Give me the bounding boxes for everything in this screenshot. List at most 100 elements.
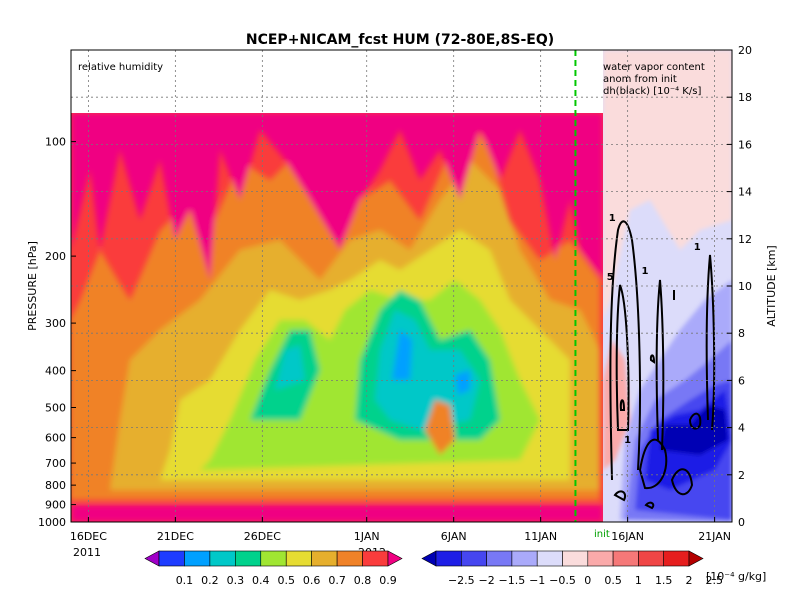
- contour-line: [705, 254, 716, 431]
- contour-line: [609, 220, 641, 481]
- time-tick-label: 21JAN: [698, 530, 731, 543]
- chart-title: NCEP+NICAM_fcst HUM (72-80E,8S-EQ): [246, 32, 554, 48]
- anomaly-colorbar-swatch: [562, 550, 589, 567]
- rh-colorbar-label: 0.5: [277, 574, 295, 587]
- pressure-tick-label: 600: [45, 432, 66, 445]
- anomaly-colorbar-label: 1: [635, 574, 642, 587]
- pressure-axis-label: PRESSURE [hPa]: [26, 241, 39, 331]
- rh-colorbar-swatch: [362, 550, 389, 567]
- anomaly-colorbar-label: −2: [478, 574, 494, 587]
- altitude-axis: 0 2 4 6 8 10 12 14 16 18 20: [727, 44, 752, 529]
- rh-colorbar-label: 0.8: [354, 574, 372, 587]
- anomaly-positive-upper: [603, 50, 732, 320]
- rh-region-09-upper: [71, 113, 603, 280]
- altitude-tick-label: 20: [738, 44, 752, 57]
- rh-colorbar-swatch: [184, 550, 211, 567]
- anomaly-colorbar-label: 1.5: [655, 574, 673, 587]
- altitude-tick-label: 8: [738, 327, 745, 340]
- pressure-tick-label: 100: [45, 136, 66, 149]
- contour-line: [644, 501, 655, 510]
- anomaly-colorbar-swatch: [511, 550, 538, 567]
- anomaly-colorbar-swatch: [587, 550, 614, 567]
- pressure-tick-label: 900: [45, 499, 66, 512]
- contour-line: [688, 412, 702, 430]
- relative-humidity-panel: [71, 113, 603, 522]
- rh-colorbar-swatch: [285, 550, 312, 567]
- altitude-tick-label: 10: [738, 280, 752, 293]
- rh-colorbar-label: 0.9: [379, 574, 397, 587]
- anomaly-negative-5: [660, 405, 728, 455]
- anomaly-colorbar-cap-low: [421, 550, 437, 567]
- pressure-axis: 100 200 300 400 500 600 700 800 900 1000: [38, 136, 76, 529]
- contour-line: [619, 399, 626, 411]
- altitude-tick-label: 0: [738, 516, 745, 529]
- time-tick-label: 21DEC: [157, 530, 194, 543]
- contour-line: [615, 284, 630, 431]
- anomaly-colorbar-label: −0.5: [549, 574, 576, 587]
- anomaly-colorbar-swatch: [460, 550, 487, 567]
- rh-colorbar: 0.1 0.2 0.3 0.4 0.5 0.6 0.7 0.8 0.9: [144, 550, 403, 587]
- altitude-axis-label: ALTITUDE [km]: [765, 245, 778, 326]
- time-axis: 16DEC 21DEC 26DEC 1JAN 6JAN 11JAN 16JAN 21JAN: [70, 517, 731, 543]
- year-label-2011: 2011: [73, 546, 101, 559]
- rh-colorbar-label: 0.4: [252, 574, 270, 587]
- contour-line: [649, 354, 656, 364]
- altitude-tick-label: 16: [738, 138, 752, 151]
- anomaly-colorbar-swatch: [486, 550, 513, 567]
- time-tick-label: 16DEC: [70, 530, 107, 543]
- time-tick-label: 26DEC: [244, 530, 281, 543]
- contour-line: [613, 490, 626, 502]
- rh-region-03: [275, 310, 480, 430]
- anomaly-colorbar-swatch: [612, 550, 639, 567]
- right-annotation-line2: anom from init: [603, 74, 677, 85]
- time-tick-label: 1JAN: [354, 530, 380, 543]
- altitude-tick-label: 6: [738, 374, 745, 387]
- altitude-tick-label: 18: [738, 91, 752, 104]
- rh-colorbar-label: 0.6: [303, 574, 321, 587]
- rh-colorbar-cap-low: [144, 550, 160, 567]
- rh-region-02: [392, 330, 470, 395]
- anomaly-colorbar: −2.5 −2 −1.5 −1 −0.5 0 0.5 1 1.5 2 2.5: [421, 550, 724, 587]
- contour-line: [655, 279, 665, 451]
- rh-colorbar-label: 0.1: [176, 574, 194, 587]
- contour-line: [670, 468, 694, 496]
- anomaly-colorbar-label: 2: [686, 574, 693, 587]
- anomaly-colorbar-label: −1.5: [499, 574, 526, 587]
- anomaly-colorbar-swatch: [663, 550, 690, 567]
- anomaly-colorbar-unit: [10⁻⁴ g/kg]: [706, 570, 766, 583]
- rh-colorbar-cap-high: [387, 550, 403, 567]
- right-annotation-line3: dh(black) [10⁻⁴ K/s]: [603, 86, 701, 97]
- right-annotation-line1: water vapor content: [603, 62, 705, 73]
- anomaly-colorbar-swatch: [638, 550, 665, 567]
- anomaly-colorbar-swatch: [435, 550, 462, 567]
- anomaly-colorbar-label: 2.5: [706, 574, 724, 587]
- rh-colorbar-swatch: [235, 550, 262, 567]
- contour-label: 5: [607, 272, 614, 283]
- rh-region-near-surface: [71, 505, 603, 522]
- contour-label: 1: [694, 242, 701, 253]
- rh-colorbar-swatch: [209, 550, 236, 567]
- rh-field-shapes: [71, 113, 603, 522]
- anomaly-colorbar-label: 0.5: [604, 574, 622, 587]
- altitude-tick-label: 4: [738, 422, 745, 435]
- rh-colorbar-label: 0.3: [227, 574, 245, 587]
- rh-colorbar-swatch: [260, 550, 287, 567]
- anomaly-colorbar-label: −2.5: [448, 574, 475, 587]
- left-annotation: relative humidity: [78, 62, 163, 73]
- altitude-tick-label: 14: [738, 186, 752, 199]
- anomaly-field-shapes: [603, 50, 732, 522]
- rh-colorbar-label: 0.7: [328, 574, 346, 587]
- rh-colorbar-swatch: [336, 550, 363, 567]
- altitude-tick-label: 12: [738, 233, 752, 246]
- pressure-tick-label: 800: [45, 479, 66, 492]
- time-tick-label: 11JAN: [524, 530, 557, 543]
- grid-lines: [71, 50, 732, 522]
- altitude-tick-label: 2: [738, 469, 745, 482]
- pressure-tick-label: 1000: [38, 516, 66, 529]
- rh-region-moist-tongue: [425, 400, 455, 455]
- pressure-tick-label: 700: [45, 457, 66, 470]
- contour-line: [638, 438, 668, 490]
- pressure-tick-label: 300: [45, 317, 66, 330]
